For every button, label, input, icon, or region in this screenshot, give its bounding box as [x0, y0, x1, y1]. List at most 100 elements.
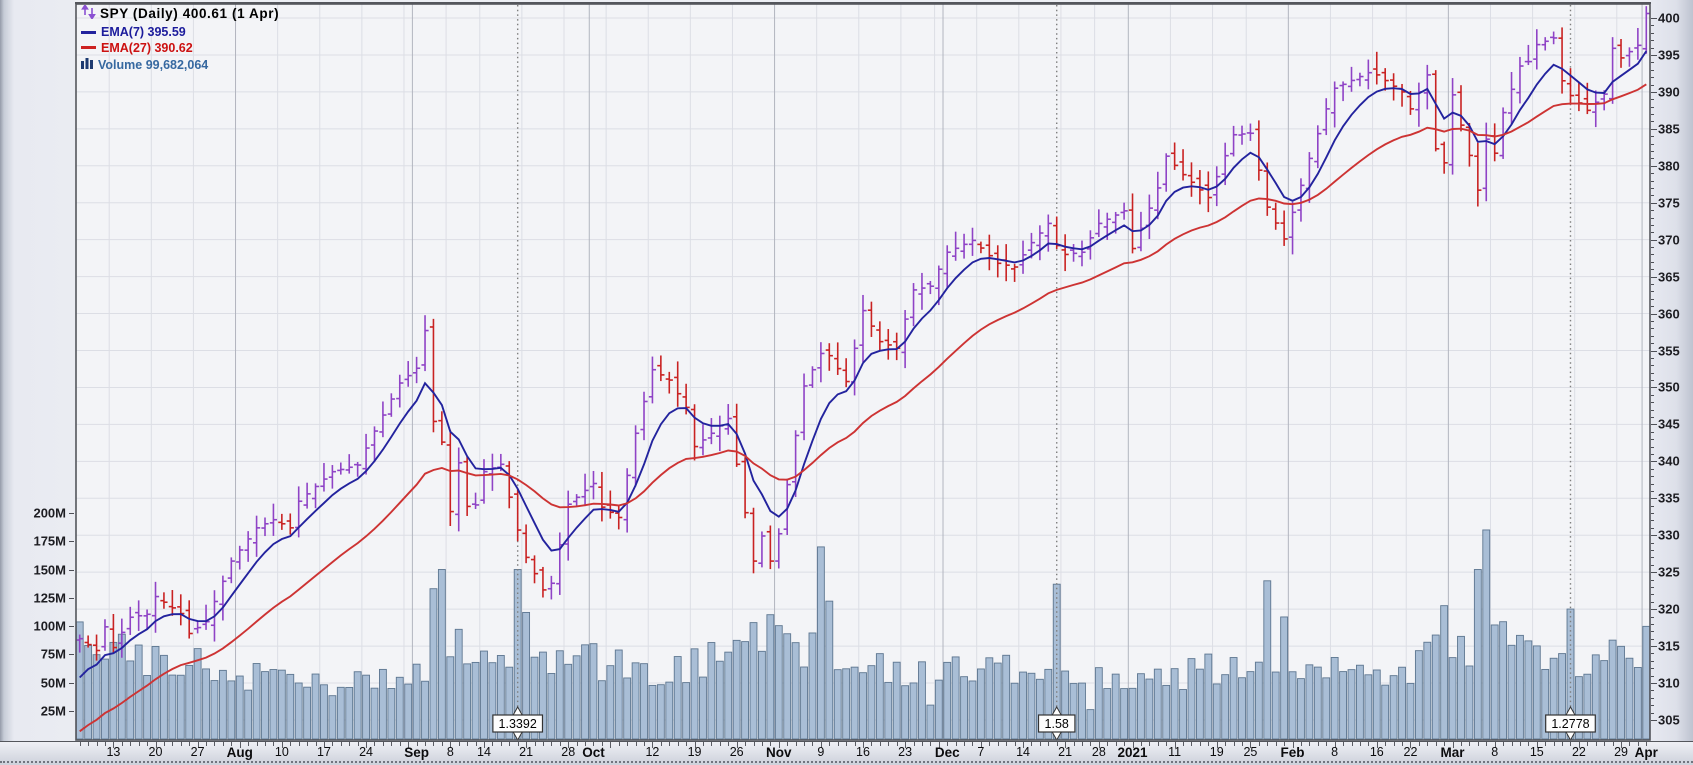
week-tick: [239, 742, 241, 748]
legend-ema7-row: EMA(7) 395.59: [81, 26, 279, 39]
date-month-label: Feb: [1280, 745, 1305, 760]
volume-bar: [1356, 664, 1364, 740]
volume-bar: [656, 684, 665, 740]
volume-bar: [901, 685, 910, 740]
volume-bar: [1591, 654, 1600, 740]
day-tick: [256, 742, 258, 746]
price-minor-tick: [1651, 62, 1654, 64]
volume-tick: [69, 654, 74, 656]
day-tick: [576, 742, 578, 746]
chart-legend: SPY (Daily) 400.61 (1 Apr) EMA(7) 395.59…: [81, 3, 279, 76]
price-tick-label: 350: [1658, 379, 1680, 395]
day-tick: [1343, 742, 1345, 746]
day-tick: [1006, 742, 1008, 746]
volume-bar: [606, 665, 615, 740]
volume-bar: [1128, 687, 1137, 740]
day-tick: [1300, 742, 1302, 746]
volume-bar: [1288, 671, 1297, 740]
volume-bar: [648, 684, 657, 740]
price-minor-tick: [1651, 99, 1654, 101]
price-minor-tick: [1651, 232, 1654, 234]
volume-bar: [1633, 667, 1642, 740]
price-minor-tick: [1651, 550, 1654, 551]
candlestick-icon: [81, 3, 96, 23]
date-day-label: 16: [856, 745, 870, 759]
volume-bar: [909, 682, 918, 740]
volume-tick: [69, 597, 74, 599]
day-tick: [222, 742, 224, 746]
volume-bar: [816, 546, 825, 740]
week-tick: [938, 742, 940, 748]
week-tick: [905, 742, 907, 748]
date-month-label: Dec: [934, 745, 960, 760]
day-tick: [1444, 742, 1446, 746]
date-day-label: 19: [1209, 745, 1224, 759]
date-month-label: Apr: [1634, 745, 1658, 760]
day-tick: [467, 742, 469, 746]
week-tick: [610, 742, 612, 748]
date-day-label: 22: [1403, 745, 1418, 759]
date-axis-band: 13 20 27 Aug 10 17 24 Sep 8 14 21 28 Oct 12 19 26 Nov 9 16…: [0, 741, 1693, 765]
week-tick: [1410, 742, 1412, 748]
day-tick: [1528, 742, 1530, 746]
axis-dotted-separator: [0, 761, 1693, 763]
volume-bar: [918, 661, 926, 740]
volume-axis-margin: 25M 50M 75M 100M 125M 150M 175M 200M: [0, 0, 75, 741]
day-tick: [1267, 742, 1269, 746]
price-minor-tick: [1651, 32, 1654, 34]
volume-bar: [699, 676, 707, 740]
day-tick: [399, 742, 401, 746]
day-tick: [1166, 742, 1168, 746]
day-tick: [1427, 742, 1429, 746]
ohlc-bars: [76, 6, 1650, 661]
volume-bar: [766, 614, 775, 740]
price-tick-label: 325: [1658, 564, 1680, 580]
date-day-label: 28: [561, 745, 576, 759]
week-tick: [281, 742, 283, 748]
day-tick: [138, 742, 140, 746]
date-month-label: Oct: [582, 745, 605, 760]
day-tick: [374, 742, 376, 746]
price-minor-tick: [1651, 468, 1654, 470]
week-tick: [820, 742, 822, 748]
day-tick: [1149, 742, 1151, 746]
volume-bar: [1364, 674, 1373, 740]
week-tick: [483, 742, 485, 748]
volume-bar: [160, 654, 168, 740]
week-tick: [366, 742, 368, 748]
week-tick: [980, 742, 982, 748]
price-minor-tick: [1651, 594, 1654, 596]
day-tick: [500, 742, 502, 746]
volume-bar: [547, 673, 556, 740]
date-month-label: Mar: [1440, 745, 1465, 760]
volume-tick-label: 175M: [33, 533, 66, 549]
volume-bar: [555, 650, 564, 740]
volume-bar: [783, 633, 792, 740]
day-tick: [1595, 742, 1597, 746]
price-minor-tick: [1651, 705, 1654, 707]
volume-bar: [640, 663, 648, 740]
date-month-label: 2021: [1117, 745, 1148, 760]
price-minor-tick: [1651, 483, 1654, 485]
week-tick: [526, 742, 528, 748]
volume-bar: [1574, 676, 1583, 740]
callout-value: 1.2778: [1551, 717, 1589, 731]
volume-bar: [463, 663, 472, 740]
volume-bar: [682, 682, 691, 740]
volume-bar: [437, 569, 446, 740]
price-minor-tick: [1651, 616, 1654, 618]
volume-bar: [311, 673, 320, 740]
volume-bar: [791, 642, 800, 740]
day-tick: [997, 742, 999, 746]
price-major-tick: [1651, 202, 1657, 204]
volume-bar: [362, 674, 370, 740]
volume-bar: [623, 677, 632, 740]
volume-bar: [1162, 684, 1171, 740]
price-minor-tick: [1651, 712, 1654, 714]
day-tick: [332, 742, 334, 746]
day-tick: [1393, 742, 1395, 746]
price-minor-tick: [1651, 417, 1654, 418]
price-tick-label: 390: [1658, 84, 1680, 100]
date-day-label: 15: [1529, 745, 1544, 759]
price-minor-tick: [1651, 261, 1654, 263]
